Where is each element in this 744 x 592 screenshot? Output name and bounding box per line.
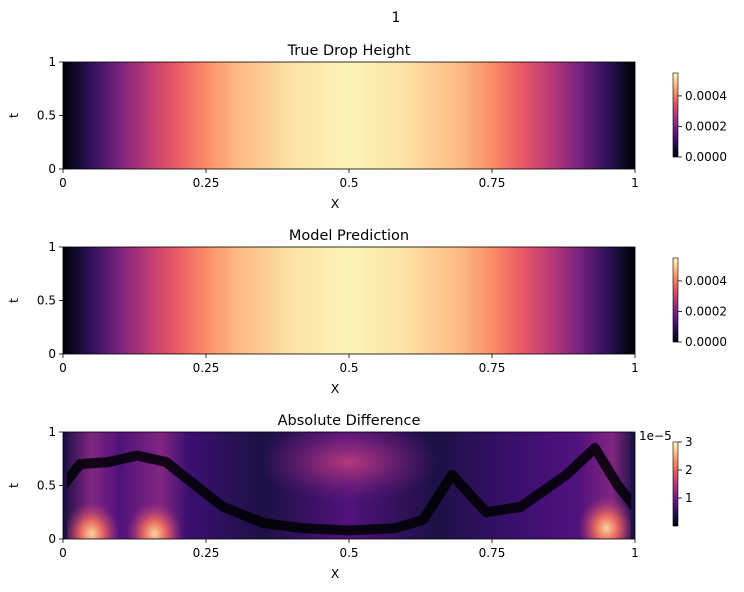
x-axis-label: X xyxy=(331,566,340,581)
colorbar-tick-label: 3 xyxy=(685,435,693,449)
colorbar-tick-label: 0.0004 xyxy=(685,274,727,288)
x-tick-label: 0.5 xyxy=(339,546,358,560)
x-tick-label: 0.25 xyxy=(193,546,220,560)
x-axis-label: X xyxy=(331,381,340,396)
colorbar-tick-label: 0.0004 xyxy=(685,89,727,103)
x-tick-label: 0 xyxy=(59,361,67,375)
x-tick-label: 0.75 xyxy=(479,176,506,190)
heatmap-peak xyxy=(578,496,635,539)
y-tick-label: 0.5 xyxy=(37,294,56,308)
y-tick-label: 0.5 xyxy=(37,109,56,123)
y-tick-label: 1 xyxy=(48,425,56,439)
y-tick-label: 0.5 xyxy=(37,479,56,493)
x-tick-label: 0.75 xyxy=(479,546,506,560)
heatmap-peak xyxy=(63,501,120,539)
colorbar-tick-label: 0.0000 xyxy=(685,150,727,164)
figure-suptitle: 1 xyxy=(392,10,401,26)
x-tick-label: 0.5 xyxy=(339,361,358,375)
heatmap-panel-2: Model Prediction 0 0.25 0.5 0.75 1 0 0.5 1 Xt 0.00… xyxy=(6,228,727,396)
colorbar-tick-label: 0.0002 xyxy=(685,304,727,318)
colorbar-tick-label: 1 xyxy=(685,491,693,505)
panel-title: Absolute Difference xyxy=(278,413,421,429)
heatmap-peak xyxy=(126,501,183,539)
colorbar xyxy=(672,257,679,343)
colorbar-offset-label: 1e−5 xyxy=(639,429,672,443)
x-tick-label: 1 xyxy=(631,176,639,190)
y-tick-label: 1 xyxy=(48,55,56,69)
heatmap-panel-1: True Drop Height 0 0.25 0.5 0.75 1 0 0.5 1 Xt 0.00… xyxy=(6,43,727,211)
y-tick-label: 1 xyxy=(48,240,56,254)
colorbar-tick-label: 0.0000 xyxy=(685,335,727,349)
panel-title: Model Prediction xyxy=(289,228,409,244)
y-axis-label: t xyxy=(6,113,21,118)
y-tick-label: 0 xyxy=(48,162,56,176)
x-tick-label: 0 xyxy=(59,176,67,190)
x-tick-label: 1 xyxy=(631,546,639,560)
y-tick-label: 0 xyxy=(48,347,56,361)
x-tick-label: 0.25 xyxy=(193,176,220,190)
colorbar-tick-label: 2 xyxy=(685,463,693,477)
x-tick-label: 0.25 xyxy=(193,361,220,375)
x-tick-label: 0.75 xyxy=(479,361,506,375)
heatmap-image xyxy=(63,432,635,539)
heatmap-image xyxy=(63,62,635,169)
panel-title: True Drop Height xyxy=(287,43,411,59)
x-tick-label: 0.5 xyxy=(339,176,358,190)
x-tick-label: 1 xyxy=(631,361,639,375)
colorbar xyxy=(672,441,679,527)
colorbar-tick-label: 0.0002 xyxy=(685,119,727,133)
y-axis-label: t xyxy=(6,298,21,303)
x-axis-label: X xyxy=(331,196,340,211)
heatmap-panel-3: Absolute Difference 0 0.25 0.5 0.75 1 0 0.5 1 Xt 1… xyxy=(6,413,693,581)
x-tick-label: 0 xyxy=(59,546,67,560)
heatmap-image xyxy=(63,247,635,354)
y-axis-label: t xyxy=(6,483,21,488)
y-tick-label: 0 xyxy=(48,532,56,546)
colorbar xyxy=(672,72,679,158)
